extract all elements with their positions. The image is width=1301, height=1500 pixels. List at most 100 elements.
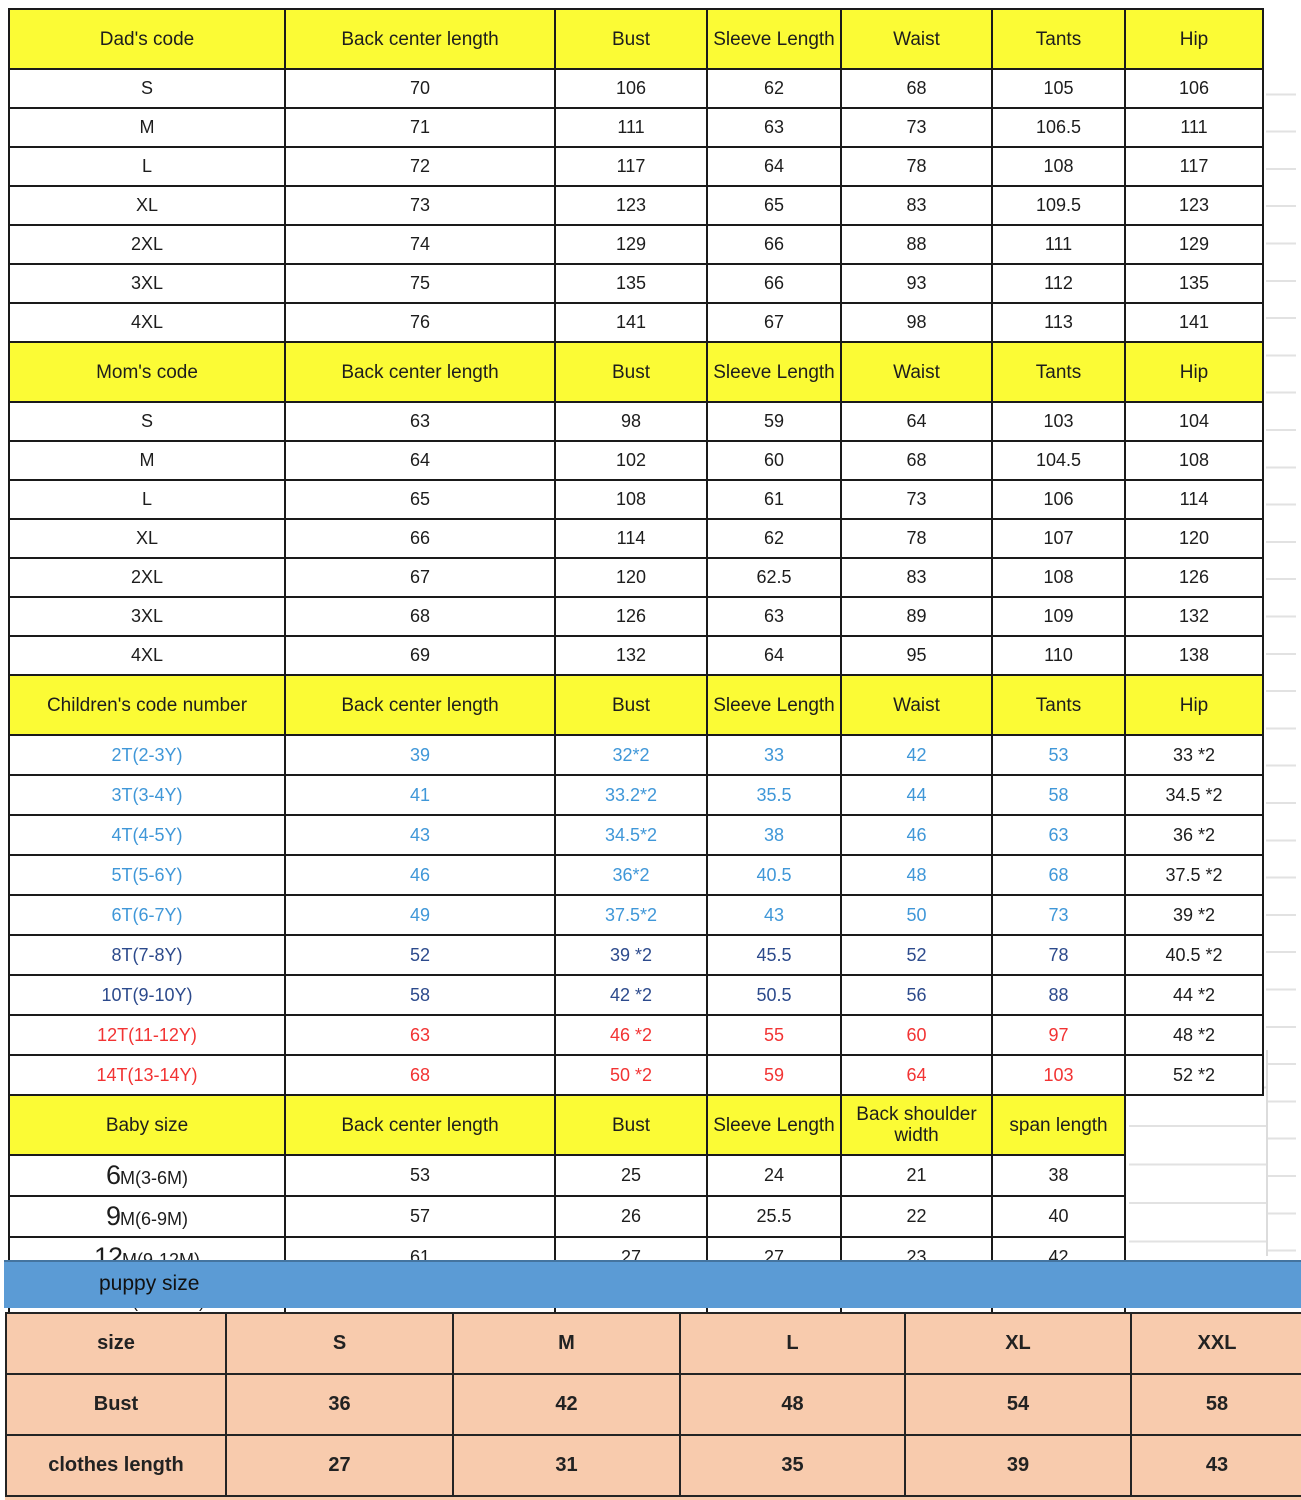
children-cell: 88	[991, 974, 1126, 1016]
mom-header-cell: Back center length	[284, 341, 556, 403]
puppy-cell: 42	[452, 1373, 681, 1436]
mom-cell: 62.5	[706, 557, 842, 598]
mom-cell: 67	[284, 557, 556, 598]
baby-cell: 57	[284, 1195, 556, 1238]
children-cell: 52	[284, 934, 556, 976]
children-cell: 43	[284, 814, 556, 856]
children-cell: 49	[284, 894, 556, 936]
mom-cell: 59	[706, 401, 842, 442]
children-cell: 46	[284, 854, 556, 896]
children-cell: 5T(5-6Y)	[8, 854, 286, 896]
children-cell: 43	[706, 894, 842, 936]
mom-cell: 107	[991, 518, 1126, 559]
baby-cell: 25	[554, 1154, 708, 1197]
size-table-body: Dad's code Back center length Bust Sleeve L…	[8, 8, 1264, 1320]
mom-cell: 89	[840, 596, 993, 637]
baby-cell: 26	[554, 1195, 708, 1238]
children-cell: 40.5	[706, 854, 842, 896]
children-cell: 52 *2	[1124, 1054, 1264, 1096]
baby-cell: 22	[840, 1195, 993, 1238]
dad-row: S 70 106 62 68 105 106	[8, 68, 1264, 109]
puppy-cell: 48	[679, 1373, 906, 1436]
children-cell: 44	[840, 774, 993, 816]
dad-cell: 71	[284, 107, 556, 148]
mom-cell: 114	[554, 518, 708, 559]
mom-cell: 62	[706, 518, 842, 559]
puppy-row-label: clothes length	[5, 1434, 227, 1497]
children-header-cell: Back center length	[284, 674, 556, 736]
baby-header-cell: Back center length	[284, 1094, 556, 1156]
baby-cell: 9M(6-9M)	[8, 1195, 286, 1238]
children-cell: 37.5*2	[554, 894, 708, 936]
dad-cell: 66	[706, 263, 842, 304]
children-cell: 73	[991, 894, 1126, 936]
puppy-cell: 58	[1130, 1373, 1301, 1436]
dad-row: 3XL 75 135 66 93 112 135	[8, 263, 1264, 304]
children-cell: 12T(11-12Y)	[8, 1014, 286, 1056]
dad-header-cell: Sleeve Length	[706, 8, 842, 70]
mom-cell: 78	[840, 518, 993, 559]
mom-row: 4XL 69 132 64 95 110 138	[8, 635, 1264, 676]
children-cell: 64	[840, 1054, 993, 1096]
dad-cell: 135	[1124, 263, 1264, 304]
mom-cell: 126	[1124, 557, 1264, 598]
children-cell: 32*2	[554, 734, 708, 776]
mom-cell: 66	[284, 518, 556, 559]
mom-cell: 104	[1124, 401, 1264, 442]
dad-cell: 66	[706, 224, 842, 265]
baby-cell	[1125, 1155, 1263, 1196]
dad-cell: 106	[1124, 68, 1264, 109]
dad-cell: L	[8, 146, 286, 187]
mom-cell: 132	[554, 635, 708, 676]
children-cell: 35.5	[706, 774, 842, 816]
dad-cell: 75	[284, 263, 556, 304]
puppy-size-title: puppy size	[99, 1272, 200, 1295]
dad-cell: 98	[840, 302, 993, 343]
baby-header-cell: span length	[991, 1094, 1126, 1156]
mom-cell: 110	[991, 635, 1126, 676]
children-header-cell: Bust	[554, 674, 708, 736]
baby-cell: 6M(3-6M)	[8, 1154, 286, 1197]
mom-row: L 65 108 61 73 106 114	[8, 479, 1264, 520]
puppy-row-label: Bust	[5, 1373, 227, 1436]
dad-cell: 88	[840, 224, 993, 265]
children-cell: 34.5 *2	[1124, 774, 1264, 816]
puppy-cell: L	[679, 1312, 906, 1375]
dad-cell: 117	[1124, 146, 1264, 187]
children-cell: 42 *2	[554, 974, 708, 1016]
children-cell: 42	[840, 734, 993, 776]
mom-cell: 98	[554, 401, 708, 442]
mom-header-cell: Mom's code	[8, 341, 286, 403]
mom-cell: 61	[706, 479, 842, 520]
children-header-cell: Sleeve Length	[706, 674, 842, 736]
dad-cell: 64	[706, 146, 842, 187]
dad-cell: 113	[991, 302, 1126, 343]
children-cell: 50.5	[706, 974, 842, 1016]
baby-header-row: Baby size Back center length Bust Sleeve Le…	[8, 1094, 1263, 1156]
children-cell: 33.2*2	[554, 774, 708, 816]
mom-cell: 103	[991, 401, 1126, 442]
dad-cell: 129	[554, 224, 708, 265]
mom-cell: 3XL	[8, 596, 286, 637]
dad-cell: 106.5	[991, 107, 1126, 148]
children-header-cell: Children's code number	[8, 674, 286, 736]
dad-cell: 93	[840, 263, 993, 304]
children-cell: 33	[706, 734, 842, 776]
mom-cell: 65	[284, 479, 556, 520]
mom-cell: 132	[1124, 596, 1264, 637]
puppy-row: size S M L XL XXL	[5, 1312, 1301, 1375]
children-cell: 37.5 *2	[1124, 854, 1264, 896]
dad-header-cell: Dad's code	[8, 8, 286, 70]
puppy-cell: M	[452, 1312, 681, 1375]
mom-header-cell: Hip	[1124, 341, 1264, 403]
baby-label-range: M(6-9M)	[120, 1209, 189, 1229]
dad-cell: 108	[991, 146, 1126, 187]
mom-row: 2XL 67 120 62.5 83 108 126	[8, 557, 1264, 598]
mom-cell: M	[8, 440, 286, 481]
children-cell: 41	[284, 774, 556, 816]
dad-cell: 106	[554, 68, 708, 109]
puppy-cell: XXL	[1130, 1312, 1301, 1375]
size-table: Dad's code Back center length Bust Sleeve L…	[8, 8, 1264, 1320]
baby-header-cell: Baby size	[8, 1094, 286, 1156]
